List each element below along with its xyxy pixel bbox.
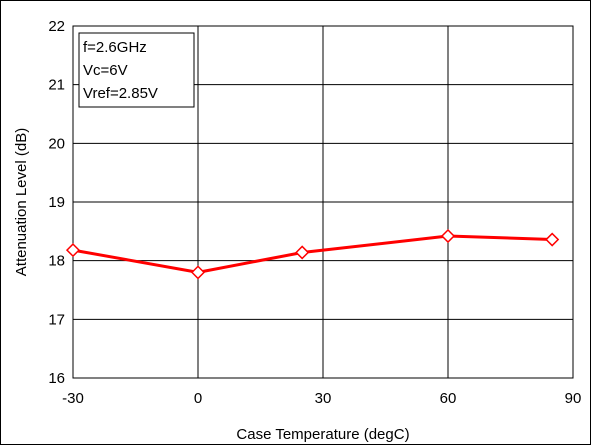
y-tick-label: 20 — [48, 135, 65, 152]
y-tick-label: 19 — [48, 194, 65, 211]
data-point-marker — [190, 265, 206, 280]
x-tick-label: 60 — [440, 390, 457, 407]
y-tick-label: 21 — [48, 77, 65, 94]
x-tick-label: 30 — [315, 390, 332, 407]
y-tick-label: 22 — [48, 18, 65, 35]
x-tick-label: 0 — [194, 390, 202, 407]
x-axis-label: Case Temperature (degC) — [236, 426, 409, 443]
annotation-line-1: f=2.6GHz — [83, 39, 147, 56]
data-point-marker — [65, 243, 81, 258]
x-tick-label: -30 — [62, 390, 84, 407]
annotation-box: f=2.6GHz Vc=6V Vref=2.85V — [78, 32, 195, 108]
annotation-line-2: Vc=6V — [83, 62, 128, 79]
data-point-marker — [440, 228, 456, 244]
y-axis-label: Attenuation Level (dB) — [13, 128, 30, 276]
series-layer — [65, 228, 560, 280]
x-tick-label: 90 — [565, 390, 582, 407]
y-tick-label: 18 — [48, 253, 65, 270]
data-point-marker — [545, 232, 560, 247]
y-tick-label: 16 — [48, 370, 65, 387]
y-ticks: 16 17 18 19 20 21 22 — [48, 18, 65, 387]
annotation-frame — [78, 32, 195, 108]
y-tick-label: 17 — [48, 311, 65, 328]
annotation-line-3: Vref=2.85V — [83, 85, 158, 102]
x-ticks: -30 0 30 60 90 — [62, 390, 581, 407]
data-point-marker — [295, 245, 310, 260]
